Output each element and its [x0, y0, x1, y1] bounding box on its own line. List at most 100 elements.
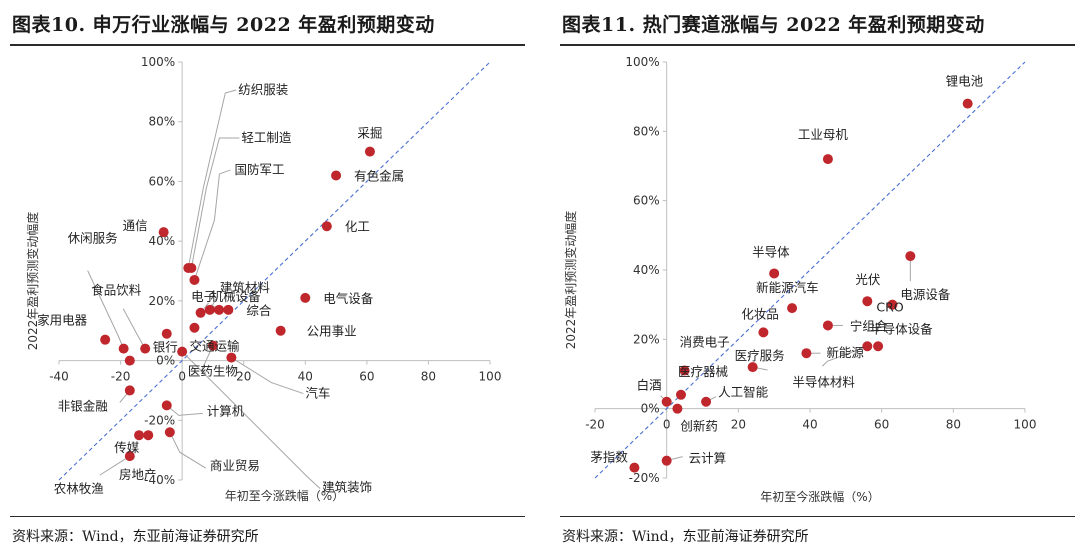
- data-point: [186, 263, 197, 274]
- x-tick-label: 80: [946, 418, 961, 432]
- data-point-label: 云计算: [689, 451, 727, 466]
- y-tick-label: 40%: [633, 263, 660, 277]
- data-point: [275, 325, 286, 336]
- data-point-label: 新能源汽车: [756, 280, 819, 295]
- x-tick-label: 100: [1014, 418, 1037, 432]
- scatter-chart-right: -20 0 20 40 60 80 100 -20% 0% 20% 40% 60% 80% 100% 年初至…: [563, 55, 1037, 504]
- data-point-label: 电源设备: [900, 287, 951, 302]
- data-point-label: 机械设备: [211, 289, 262, 304]
- y-tick-label: -20%: [144, 413, 175, 427]
- data-point: [676, 389, 686, 400]
- data-point-label: 计算机: [207, 403, 245, 418]
- data-point: [189, 322, 200, 333]
- y-tick-label: 60%: [633, 194, 660, 208]
- data-point: [629, 462, 640, 473]
- data-point: [124, 451, 135, 462]
- y-tick-label: -20%: [629, 471, 660, 485]
- label-leader-line: [181, 351, 321, 489]
- data-point: [207, 340, 218, 351]
- x-tick-label: 40: [298, 370, 313, 384]
- data-point: [758, 327, 769, 338]
- data-point-label: 电气设备: [323, 291, 374, 306]
- data-point-label: 轻工制造: [241, 130, 292, 145]
- data-point: [887, 299, 898, 310]
- data-point-label: 综合: [246, 303, 272, 318]
- data-point: [962, 98, 973, 109]
- title-rule-left: [10, 44, 525, 46]
- data-point: [321, 221, 332, 232]
- label-leader-line: [169, 432, 207, 469]
- data-point-label: 食品饮料: [91, 283, 142, 298]
- footer-rule-right: [560, 516, 1075, 517]
- data-point-label: 非银金融: [58, 398, 109, 413]
- data-point-label: 锂电池: [946, 74, 984, 89]
- left-chart-panel: 图表10. 申万行业涨幅与 2022 年盈利预期变动 -40 -20 0 20 40 60…: [0, 0, 530, 555]
- data-point-label: 人工智能: [718, 385, 769, 400]
- y-tick-label: 20%: [148, 294, 175, 308]
- data-point-label: 医疗服务: [735, 348, 785, 363]
- y-tick-label: 80%: [148, 115, 175, 129]
- data-point-label: 交通运输: [189, 339, 240, 354]
- data-point-label: 国防军工: [234, 162, 284, 177]
- data-point-label: 公用事业: [307, 324, 357, 339]
- data-point: [300, 292, 311, 303]
- data-point-label: 宁组合: [850, 318, 888, 333]
- data-point-label: 茅指数: [590, 450, 628, 465]
- data-point: [822, 320, 833, 331]
- data-point-label: 电子: [191, 289, 216, 304]
- y-tick-label: 20%: [633, 332, 660, 346]
- y-tick-label: 100%: [141, 55, 175, 69]
- footer-rule-left: [10, 516, 525, 517]
- data-point: [189, 274, 200, 285]
- data-point-label: 化妆品: [741, 306, 779, 321]
- y-tick-label: -40%: [144, 473, 175, 487]
- y-axis-title: 2022年盈利预测变动幅度: [563, 211, 578, 350]
- data-point-label: 银行: [153, 340, 178, 355]
- right-chart-panel: 图表11. 热门赛道涨幅与 2022 年盈利预期变动 -20 0 20 40 60 80 1…: [550, 0, 1080, 555]
- x-tick-label: 80: [421, 370, 436, 384]
- data-point-label: 医疗器械: [678, 364, 729, 379]
- data-point-label: 白酒: [637, 378, 662, 393]
- data-point: [769, 268, 780, 279]
- label-leader-line: [193, 169, 231, 281]
- data-point-label: 光伏: [855, 272, 881, 287]
- data-point-label: 新能源: [826, 345, 864, 360]
- data-point: [862, 296, 873, 307]
- data-point: [679, 365, 690, 376]
- x-axis-title: 年初至今涨跌幅（%）: [760, 489, 879, 504]
- x-tick-label: 20: [731, 418, 746, 432]
- data-point: [364, 146, 375, 157]
- x-tick-label: 0: [178, 370, 186, 384]
- data-point: [873, 341, 884, 352]
- x-tick-label: 20: [236, 370, 251, 384]
- x-tick-label: -20: [585, 418, 605, 432]
- x-tick-label: 60: [359, 370, 374, 384]
- data-point: [124, 355, 135, 366]
- data-point: [787, 303, 798, 314]
- y-axis-title: 2022年盈利预测变动幅度: [25, 212, 40, 351]
- data-point: [226, 352, 237, 363]
- data-point-label: 半导体设备: [870, 321, 933, 336]
- y-tick-label: 40%: [148, 234, 175, 248]
- y-tick-label: 60%: [148, 174, 175, 188]
- y-tick-label: 0%: [156, 354, 175, 368]
- label-leader-line: [99, 455, 131, 476]
- data-point-label: 工业母机: [798, 127, 849, 142]
- data-point-label: 汽车: [305, 386, 330, 401]
- data-point-label: 建筑材料: [220, 280, 271, 295]
- data-point: [118, 343, 129, 354]
- data-point-label: 商业贸易: [210, 458, 260, 473]
- data-point: [100, 334, 111, 345]
- data-point-label: 传媒: [114, 440, 140, 455]
- data-point: [672, 403, 683, 414]
- diagonal-reference-line: [58, 61, 491, 481]
- data-point-label: 建筑装饰: [322, 480, 372, 495]
- data-point: [801, 348, 812, 359]
- label-leader-line: [122, 308, 146, 349]
- data-point: [143, 430, 154, 441]
- data-point-label: CRO: [876, 300, 903, 315]
- data-point-label: 休闲服务: [68, 231, 118, 246]
- data-point: [905, 251, 916, 262]
- y-tick-label: 0%: [641, 402, 660, 416]
- data-point-label: 农林牧渔: [54, 481, 104, 496]
